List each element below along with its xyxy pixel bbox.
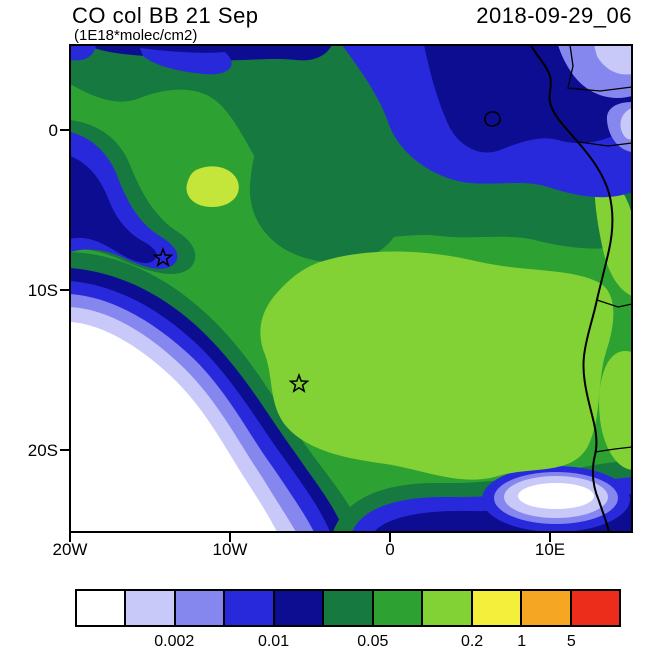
colorbar-tick-label: 0.05 [357,633,389,650]
colorbar-cell [77,591,127,625]
colorbar-cell [423,591,473,625]
country-border [596,299,632,308]
colorbar-tick-label: 1 [517,633,527,650]
datestamp: 2018-09-29_06 [476,3,632,28]
colorbar-tick-label: 0.01 [257,633,290,650]
contour-field [70,45,632,532]
colorbar-cell [126,591,176,625]
x-axis-label: 0 [385,540,394,559]
x-axis-label: 10W [213,540,248,559]
coastline [530,45,614,532]
colorbar-tick-label: 0.002 [154,633,195,650]
y-axis-label: 0 [49,121,58,140]
colorbar-tick-label: 5 [566,633,576,650]
colorbar-ticks: 0.002 0.01 0.05 0.2 1 5 [75,633,621,657]
y-axis-label: 20S [28,441,58,460]
map-frame [69,44,633,533]
colorbar-cell [225,591,275,625]
units-label: (1E18*molec/cm2) [74,27,198,44]
x-axis-ticks [69,532,551,542]
y-axis-label: 10S [28,281,58,300]
colorbar-cell [571,591,619,625]
country-border [578,141,632,147]
x-axis-label: 10E [535,540,565,559]
colorbar-cell [472,591,523,625]
y-axis-ticks [60,129,70,451]
colorbar-cell [324,591,374,625]
colorbar-cell [522,591,572,625]
island-outline [484,111,501,127]
colorbar-tick-label: 0.2 [460,633,484,650]
x-axis-label: 20W [53,540,88,559]
page-title: CO col BB 21 Sep [72,3,259,28]
colorbar-wrap: 0.002 0.01 0.05 0.2 1 5 [75,589,621,657]
star-marker [288,373,310,393]
colorbar [75,589,621,627]
country-border [567,45,632,92]
colorbar-cell [274,591,325,625]
colorbar-cell [175,591,226,625]
country-border [594,446,632,453]
star-marker [152,247,174,267]
colorbar-cell [373,591,424,625]
